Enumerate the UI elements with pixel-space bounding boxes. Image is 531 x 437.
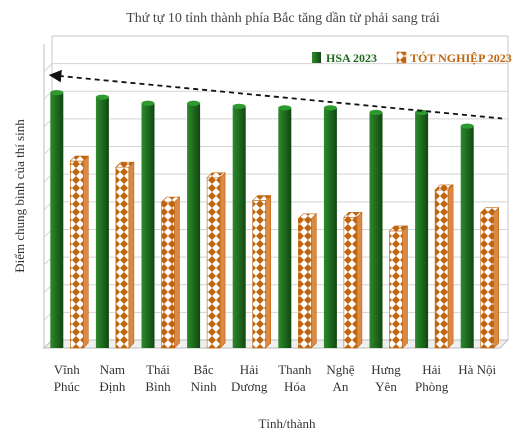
category-label: Vĩnh	[54, 362, 81, 377]
gridline	[43, 63, 508, 72]
trend-arrow	[48, 69, 503, 120]
bar-hsa-2023	[95, 94, 109, 348]
bar-tot-nghiep-2023	[479, 206, 500, 349]
bar-hsa-2023	[50, 90, 64, 348]
legend-swatch-hsa	[312, 52, 321, 63]
legend-label-hsa: HSA 2023	[326, 51, 377, 65]
category-label: Hà Nội	[458, 362, 496, 377]
x-axis-title: Tỉnh/thành	[258, 416, 316, 431]
category-label: Phúc	[54, 379, 80, 394]
y-axis-title: Điểm chung bình của thí sinh	[12, 119, 27, 273]
bar-tot-nghiep-2023	[434, 184, 454, 349]
bar-hsa-2023	[323, 105, 337, 348]
bar-tot-nghiep-2023	[251, 194, 272, 349]
gridline	[43, 90, 508, 100]
bar-tot-nghiep-2023	[206, 172, 226, 349]
legend-swatch-totnghiep	[396, 51, 407, 64]
bar-hsa-2023	[187, 100, 201, 348]
bar-tot-nghiep-2023	[69, 155, 90, 349]
gridline	[43, 118, 508, 128]
bar-hsa-2023	[415, 109, 429, 349]
category-label: Ninh	[191, 379, 218, 394]
gridline	[43, 173, 508, 183]
bar-tot-nghiep-2023	[160, 196, 181, 349]
legend-label-totnghiep: TÓT NGHIỆP 2023	[410, 51, 512, 65]
bar-hsa-2023	[141, 100, 155, 348]
bar-hsa-2023	[278, 105, 292, 348]
category-label: Hóa	[284, 379, 306, 394]
category-label: Hải	[422, 362, 441, 377]
category-label: Hưng	[371, 362, 401, 377]
category-label: Nghệ	[326, 362, 354, 377]
category-label: Bắc	[193, 362, 213, 377]
bar-hsa-2023	[369, 109, 383, 349]
category-label: Phòng	[415, 379, 449, 394]
chart-title: Thứ tự 10 tỉnh thành phía Bắc tăng dần t…	[126, 11, 440, 26]
category-label: Thanh	[278, 362, 312, 377]
bar-tot-nghiep-2023	[343, 211, 363, 349]
category-label: Nam	[100, 362, 125, 377]
category-label: Hải	[240, 362, 259, 377]
bar-hsa-2023	[460, 123, 474, 348]
category-label: An	[332, 379, 348, 394]
bar-tot-nghiep-2023	[297, 213, 318, 349]
category-label: Dương	[231, 379, 268, 394]
category-label: Yên	[375, 379, 397, 394]
bar-tot-nghiep-2023	[388, 225, 409, 349]
bar-tot-nghiep-2023	[115, 161, 135, 349]
legend: HSA 2023 TÓT NGHIỆP 2023	[312, 51, 512, 65]
bar-hsa-2023	[232, 103, 246, 348]
category-label: Định	[99, 379, 126, 394]
category-label: Bình	[145, 379, 171, 394]
gridline	[43, 146, 508, 155]
category-label: Thái	[146, 362, 170, 377]
